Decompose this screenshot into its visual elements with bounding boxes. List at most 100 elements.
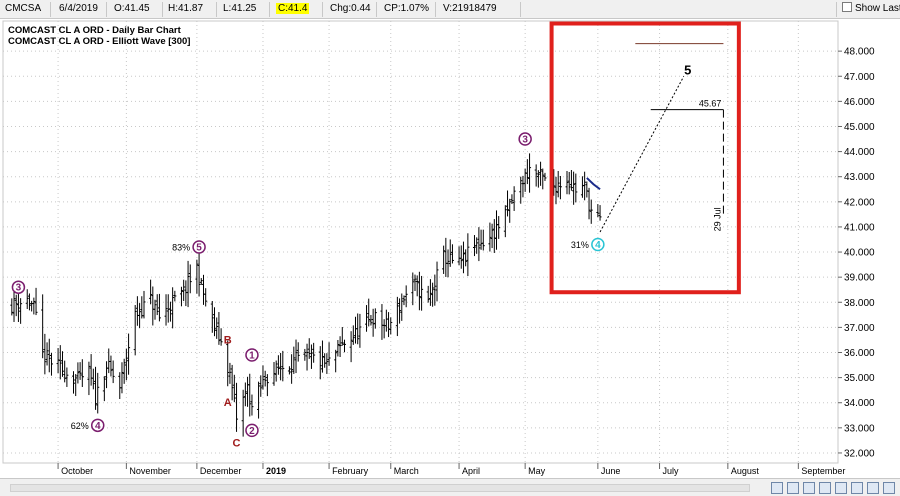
x-tick-label: 2019: [266, 466, 286, 476]
price-bar: [543, 172, 547, 181]
price-bar: [250, 394, 254, 416]
wave-label: 3: [16, 283, 22, 294]
price-bar: [241, 389, 245, 437]
price-bar: [477, 227, 481, 262]
wave-circle: [192, 240, 206, 254]
y-tick-label: 44.000: [844, 147, 875, 158]
price-bar: [16, 294, 20, 322]
price-bar: [356, 313, 360, 345]
price-bar: [336, 339, 340, 357]
price-bar: [433, 274, 437, 306]
price-bar: [305, 343, 309, 371]
price-bar: [47, 338, 51, 373]
price-bar: [45, 342, 49, 366]
divider: [520, 2, 521, 17]
wave-label: B: [224, 334, 232, 346]
show-last-checkbox[interactable]: Show Last: [842, 2, 900, 14]
price-bar: [340, 327, 344, 346]
y-tick-label: 33.000: [844, 423, 875, 434]
divider: [106, 2, 107, 17]
x-tick-label: July: [663, 466, 680, 476]
y-tick-label: 48.000: [844, 47, 875, 58]
wave-circle: [245, 348, 259, 362]
price-bar: [290, 354, 294, 384]
projection-line: [599, 76, 685, 233]
price-bar: [179, 286, 183, 307]
price-bar: [303, 348, 307, 361]
price-bar: [536, 170, 540, 188]
show-last-label: Show Last: [855, 3, 900, 14]
checkbox-box[interactable]: [842, 2, 852, 12]
x-tick-label: February: [332, 466, 369, 476]
price-bar: [25, 289, 29, 310]
horizontal-scrollbar[interactable]: [10, 484, 750, 492]
price-bar: [510, 194, 514, 205]
price-bar: [556, 170, 560, 198]
x-tick-label: June: [601, 466, 621, 476]
price-bar: [312, 342, 316, 363]
wave-label: 2: [249, 426, 255, 437]
zoom-out-icon[interactable]: [771, 482, 783, 494]
chart-title: COMCAST CL A ORD - Daily Bar Chart: [8, 25, 182, 36]
price-bar: [367, 298, 371, 327]
wave-label: 1: [249, 351, 255, 362]
price-bar: [404, 285, 408, 308]
price-bar: [199, 278, 203, 285]
price-bar: [49, 352, 53, 376]
price-bar: [219, 328, 223, 346]
price-bar: [65, 367, 69, 387]
price-bar: [213, 307, 217, 337]
price-bar: [413, 274, 417, 292]
price-bar: [320, 340, 324, 373]
target-date-label: 29 Jul: [712, 207, 722, 231]
y-tick-label: 46.000: [844, 97, 875, 108]
volume-text: V:21918479: [443, 3, 497, 14]
x-tick-label: April: [462, 466, 480, 476]
price-bar: [342, 339, 346, 353]
highlight-box: [549, 21, 741, 295]
price-bar: [519, 176, 523, 204]
price-bar: [195, 259, 199, 294]
price-bar: [228, 362, 232, 384]
price-bar: [490, 223, 494, 249]
price-bar: [351, 325, 355, 345]
price-bar: [243, 382, 247, 407]
price-bar: [133, 305, 137, 356]
price-bar: [583, 171, 587, 201]
symbol-text: CMCSA: [5, 3, 42, 14]
wave-circle: [518, 132, 532, 146]
price-bar: [204, 288, 208, 307]
y-tick-label: 37.000: [844, 323, 875, 334]
fit-chart-icon[interactable]: [803, 482, 815, 494]
scroll-end-icon[interactable]: [851, 482, 863, 494]
scroll-left-icon[interactable]: [819, 482, 831, 494]
divider: [269, 2, 270, 17]
y-tick-label: 45.000: [844, 122, 875, 133]
price-bar: [442, 245, 446, 274]
expand-icon[interactable]: [883, 482, 895, 494]
price-bar: [567, 171, 571, 195]
price-bar: [589, 199, 593, 224]
price-chart[interactable]: 32.000 33.000 34.000 35.000 36.000 37.000 38.0…: [0, 19, 900, 478]
price-bar: [265, 374, 269, 397]
price-bar: [74, 374, 78, 397]
y-tick-label: 36.000: [844, 348, 875, 359]
wave-label: 5: [196, 243, 202, 254]
price-bar: [539, 161, 543, 186]
price-bar: [349, 331, 353, 363]
overlay-curve: [586, 177, 601, 191]
price-bar: [307, 338, 311, 359]
quote-toolbar: CMCSA 6/4/2019 O:41.45 H:41.87 L:41.25 C…: [0, 0, 900, 19]
settings-icon[interactable]: [867, 482, 879, 494]
price-bar: [153, 299, 157, 320]
wave-label: 3: [522, 135, 528, 146]
price-bar: [109, 355, 113, 377]
price-bar: [503, 205, 507, 238]
price-bar: [235, 382, 239, 432]
y-tick-label: 40.000: [844, 248, 875, 259]
price-bar: [596, 204, 600, 218]
scroll-right-icon[interactable]: [835, 482, 847, 494]
y-tick-label: 43.000: [844, 172, 875, 183]
zoom-in-icon[interactable]: [787, 482, 799, 494]
x-tick-label: March: [394, 466, 419, 476]
